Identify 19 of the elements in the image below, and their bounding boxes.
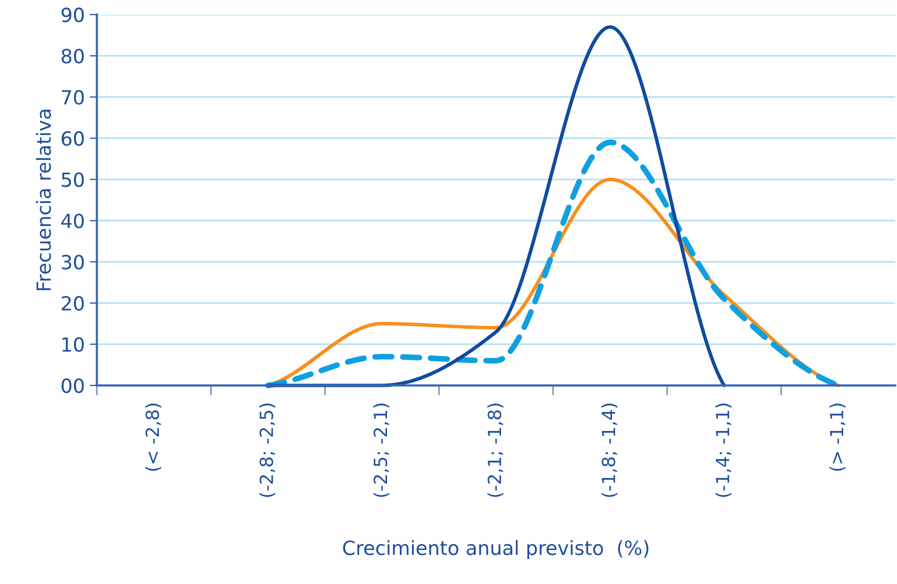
y-tick-label: 40 (61, 214, 84, 228)
x-tick-label: (-1,4; -1,1) (715, 404, 732, 497)
y-axis-title: Frecuencia relativa (36, 110, 52, 290)
x-tick-label: (< -2,8) (145, 404, 162, 471)
x-tick-label: (-2,1; -1,8) (487, 404, 504, 497)
y-tick-label: 10 (62, 337, 84, 352)
x-tick-label: (-2,5; -2,1) (373, 404, 390, 497)
y-tick-label: 60 (62, 131, 84, 146)
x-tick-label: (-1,8; -1,4) (601, 404, 618, 497)
y-tick-label: 80 (62, 48, 84, 64)
x-tick-label: (-2,8; -2,5) (259, 404, 276, 497)
y-tick-label: 70 (62, 90, 84, 105)
y-tick-label: 20 (62, 296, 84, 311)
y-tick-label: 50 (62, 172, 84, 188)
y-tick-label: 90 (62, 8, 84, 22)
y-tick-label: 00 (62, 378, 84, 394)
x-axis-title: Crecimiento anual previsto (%) (343, 540, 648, 559)
y-tick-label: 30 (62, 254, 84, 270)
x-tick-label: (> -1,1) (829, 404, 846, 471)
